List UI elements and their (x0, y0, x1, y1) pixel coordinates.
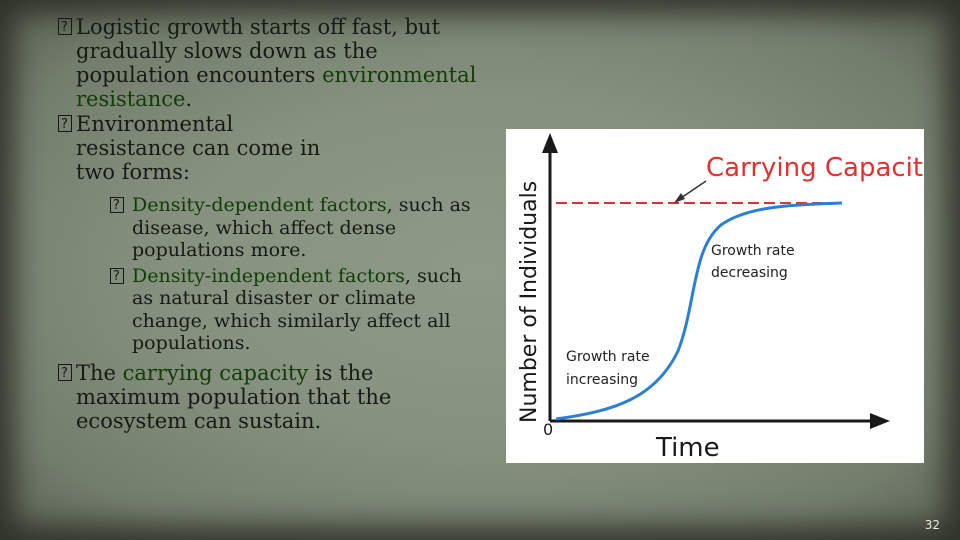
origin-label: 0 (543, 420, 553, 439)
capacity-pointer-arrow-icon (674, 193, 685, 203)
y-axis-arrow-icon (542, 133, 558, 153)
carrying-capacity-label: Carrying Capacity (706, 153, 924, 183)
sub-bullet-density-independent: Density-independent factors, such as nat… (108, 265, 478, 355)
growth-rate-increasing-label-2: increasing (566, 372, 638, 388)
sub-bullet-text: , such as natural disaster or climate ch… (132, 264, 462, 355)
y-axis-label: Number of Individuals (517, 181, 542, 423)
bullet-environmental-resistance: Environmental resistance can come in two… (58, 112, 346, 184)
bullet-marker-icon (58, 113, 72, 137)
bullet-tail: . (185, 87, 193, 111)
bullet-highlight: carrying capacity (122, 360, 309, 385)
page-number: 32 (924, 518, 940, 532)
bullet-highlight: environmental resistance (76, 63, 477, 111)
bullet-carrying-capacity: The carrying capacity is the maximum pop… (58, 361, 446, 433)
logistic-curve (555, 201, 843, 421)
sub-bullet-text: , such as disease, which affect dense po… (132, 194, 471, 261)
sub-bullet-marker-icon (110, 266, 124, 288)
logistic-curve-svg: Carrying Capacity Growth rate decreasing… (517, 133, 924, 463)
x-axis-arrow-icon (870, 413, 890, 429)
sub-bullet-highlight: Density-dependent factors (132, 194, 387, 216)
bullet-text: Logistic growth starts off fast, but gra… (76, 15, 441, 87)
bullet-marker-icon (58, 362, 72, 386)
bullet-text: is the maximum population that the ecosy… (76, 360, 392, 433)
bullet-text: Environmental resistance can come in two… (76, 112, 321, 184)
bullet-marker-icon (58, 16, 72, 40)
sub-bullet-density-dependent: Density-dependent factors, such as disea… (108, 194, 478, 262)
growth-rate-decreasing-label-2: decreasing (711, 265, 788, 281)
bullet-pre: The (76, 360, 123, 385)
logistic-growth-figure: Carrying Capacity Growth rate decreasing… (506, 129, 924, 463)
sub-bullet-marker-icon (110, 195, 124, 218)
sub-bullet-highlight: Density-independent factors (132, 264, 405, 287)
growth-rate-increasing-label: Growth rate (566, 349, 650, 365)
bullet-logistic-growth: Logistic growth starts off fast, but gra… (58, 15, 478, 111)
slide-text: Logistic growth starts off fast, but gra… (58, 15, 478, 434)
growth-rate-decreasing-label: Growth rate (711, 243, 795, 259)
x-axis-label: Time (655, 433, 720, 463)
